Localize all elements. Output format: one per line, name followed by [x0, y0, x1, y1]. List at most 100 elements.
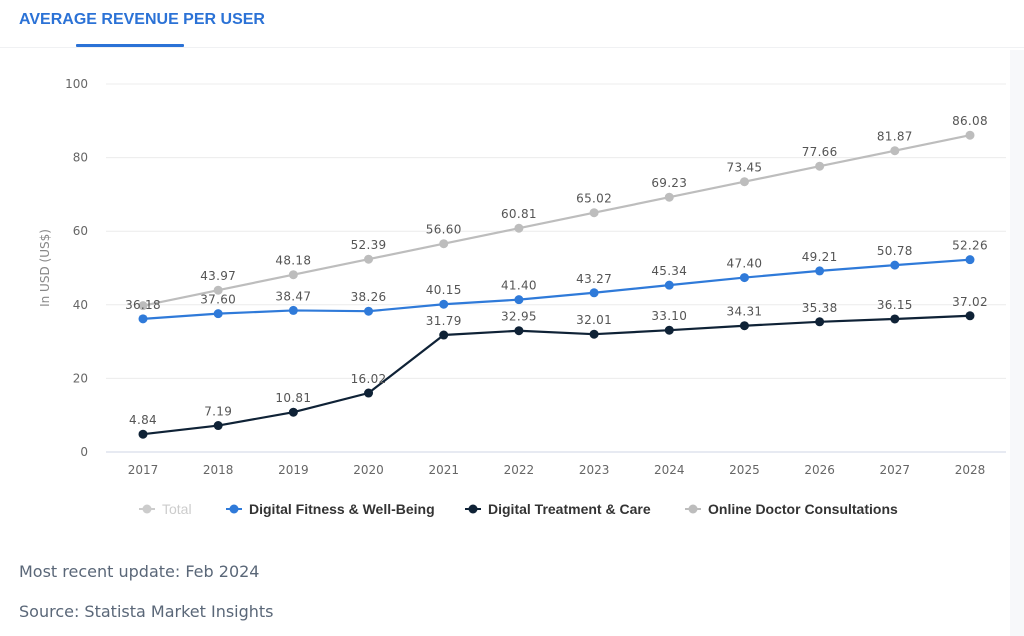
y-tick-label: 80 — [73, 151, 88, 165]
data-point[interactable] — [815, 317, 825, 327]
most-recent-update: Most recent update: Feb 2024 — [19, 562, 260, 581]
data-point[interactable] — [664, 280, 674, 290]
data-label: 10.81 — [275, 391, 311, 405]
y-axis-ticks: 0 20 40 60 80 100 — [65, 77, 88, 459]
tab-divider — [0, 47, 1024, 48]
data-label: 32.95 — [501, 310, 537, 324]
legend: Total Digital Fitness & Well-Being Digital… — [139, 501, 898, 517]
data-point[interactable] — [815, 266, 825, 276]
data-label: 47.40 — [727, 257, 763, 271]
data-point[interactable] — [439, 239, 449, 249]
data-point[interactable] — [138, 301, 148, 311]
data-point[interactable] — [589, 329, 599, 339]
data-label: 4.84 — [129, 413, 157, 427]
data-label: 52.26 — [952, 239, 988, 253]
legend-label: Online Doctor Consultations — [708, 501, 898, 517]
data-label: 81.87 — [877, 130, 913, 144]
y-tick-label: 40 — [73, 298, 88, 312]
data-label: 16.02 — [351, 372, 387, 386]
legend-item-online-doctor-consultations[interactable]: Online Doctor Consultations — [685, 501, 898, 517]
legend-item-digital-treatment-care[interactable]: Digital Treatment & Care — [465, 501, 651, 517]
data-point[interactable] — [589, 208, 599, 218]
x-tick-label: 2024 — [654, 463, 685, 477]
data-point[interactable] — [965, 255, 975, 265]
data-label: 48.18 — [275, 254, 311, 268]
data-point[interactable] — [815, 161, 825, 171]
data-label: 35.38 — [802, 301, 838, 315]
data-point[interactable] — [288, 270, 298, 280]
data-label: 43.27 — [576, 272, 612, 286]
data-point[interactable] — [138, 429, 148, 439]
y-axis-label: In USD (US$) — [38, 229, 52, 307]
data-point[interactable] — [138, 314, 148, 324]
data-point[interactable] — [965, 311, 975, 321]
series-line — [142, 134, 971, 307]
data-point[interactable] — [439, 299, 449, 309]
x-axis-ticks: 2017 2018 2019 2020 2021 2022 2023 2024 2025 2026… — [128, 463, 986, 477]
data-point[interactable] — [439, 330, 449, 340]
data-point[interactable] — [739, 273, 749, 283]
data-point[interactable] — [213, 421, 223, 431]
data-label: 37.02 — [952, 295, 988, 309]
data-label: 45.34 — [651, 264, 687, 278]
data-label: 34.31 — [727, 305, 763, 319]
data-label: 86.08 — [952, 114, 988, 128]
data-point[interactable] — [589, 288, 599, 298]
data-point[interactable] — [890, 314, 900, 324]
x-tick-label: 2022 — [504, 463, 535, 477]
data-point[interactable] — [364, 388, 374, 398]
data-label: 36.15 — [877, 298, 913, 312]
data-point[interactable] — [965, 130, 975, 140]
data-labels: 43.97 48.18 52.39 56.60 60.81 65.02 69.23 73.45… — [125, 114, 988, 427]
data-point[interactable] — [213, 285, 223, 295]
legend-label: Digital Fitness & Well-Being — [249, 501, 435, 517]
legend-marker-icon — [229, 504, 239, 514]
y-tick-label: 20 — [73, 371, 88, 385]
data-label: 32.01 — [576, 313, 612, 327]
data-point[interactable] — [739, 177, 749, 187]
data-label: 41.40 — [501, 279, 537, 293]
data-label: 38.26 — [351, 290, 387, 304]
data-point[interactable] — [288, 305, 298, 315]
data-point[interactable] — [514, 295, 524, 305]
legend-marker-icon — [468, 504, 478, 514]
legend-item-total[interactable]: Total — [139, 501, 192, 517]
data-label: 36.18 — [125, 298, 161, 312]
data-label: 7.19 — [204, 405, 232, 419]
active-tab-indicator — [76, 44, 184, 47]
data-point[interactable] — [890, 146, 900, 156]
data-point[interactable] — [213, 309, 223, 319]
x-tick-label: 2025 — [729, 463, 760, 477]
x-tick-label: 2028 — [955, 463, 986, 477]
data-label: 31.79 — [426, 314, 462, 328]
x-tick-label: 2021 — [428, 463, 459, 477]
legend-marker-icon — [142, 504, 152, 514]
series-digital-treatment-care — [138, 311, 975, 439]
legend-item-digital-fitness-well-being[interactable]: Digital Fitness & Well-Being — [226, 501, 435, 517]
data-point[interactable] — [514, 223, 524, 233]
y-tick-label: 100 — [65, 77, 88, 91]
source-link[interactable]: Source: Statista Market Insights — [19, 602, 274, 621]
data-point[interactable] — [739, 321, 749, 331]
data-label: 37.60 — [200, 293, 236, 307]
y-tick-label: 0 — [80, 445, 88, 459]
data-point[interactable] — [514, 326, 524, 336]
data-point[interactable] — [664, 325, 674, 335]
data-label: 73.45 — [727, 161, 763, 175]
series-digital-fitness-well-being — [138, 255, 975, 324]
data-point[interactable] — [664, 192, 674, 202]
series-line — [142, 258, 971, 320]
data-point[interactable] — [288, 407, 298, 417]
data-label: 77.66 — [802, 145, 838, 159]
data-label: 43.97 — [200, 269, 236, 283]
data-point[interactable] — [364, 306, 374, 316]
data-point[interactable] — [890, 260, 900, 270]
tab-average-revenue-per-user[interactable]: AVERAGE REVENUE PER USER — [19, 11, 265, 28]
data-label: 38.47 — [275, 289, 311, 303]
series-online-doctor-consultations — [138, 130, 975, 311]
data-label: 60.81 — [501, 207, 537, 221]
series-group — [138, 130, 975, 439]
data-point[interactable] — [364, 254, 374, 264]
x-tick-label: 2023 — [579, 463, 610, 477]
